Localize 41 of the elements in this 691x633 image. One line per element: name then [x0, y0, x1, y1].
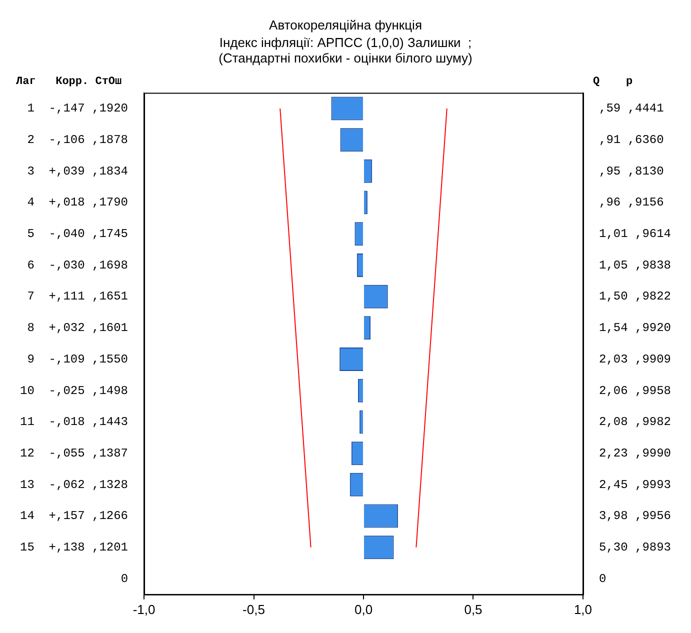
y-tick-label: 10 -,025 ,1498: [20, 384, 128, 398]
y2-tick-label: ,91 ,6360: [598, 132, 664, 147]
y2-tick-label: 1,01 ,9614: [598, 227, 672, 242]
x-tick-label: 0,5: [464, 602, 482, 617]
chart-title: Автокореляційна функція: [269, 17, 422, 32]
y2-tick-label: 2,03 ,9909: [598, 352, 672, 366]
y-tick-label: 11 -,018 ,1443: [20, 415, 128, 430]
text: Q p: [592, 76, 633, 88]
y2-tick-label: 1,50 ,9822: [598, 290, 672, 304]
y-tick-label: 9 -,109 ,1550: [27, 352, 128, 366]
y2-tick-label: ,95 ,8130: [598, 164, 664, 178]
y2-tick-label: 2,08 ,9982: [598, 415, 672, 430]
y2-tick-label: 2,06 ,9958: [598, 384, 672, 398]
y-tick-label: 7 +,111 ,1651: [27, 290, 128, 304]
y2-tick-label: 2,45 ,9993: [598, 478, 672, 492]
y-tick-label: 13 -,062 ,1328: [20, 478, 128, 492]
y2-tick-label: 2,23 ,9990: [598, 446, 672, 460]
y2-tick-label: 1,54 ,9920: [598, 321, 672, 336]
y2-tick-label: 1,05 ,9838: [598, 258, 672, 272]
y-tick-label: 8 +,032 ,1601: [27, 321, 128, 336]
y2-tick-label: ,59 ,4441: [598, 102, 664, 116]
y-tick-label: 2 -,106 ,1878: [27, 132, 128, 147]
x-tick-label: 0,0: [354, 602, 373, 617]
y2-tick-label: ,96 ,9156: [598, 196, 664, 210]
y2-tick-label: 5,30 ,9893: [598, 540, 672, 555]
text: Лаг Корр. СтОш: [16, 76, 122, 88]
y-tick-label: 6 -,030 ,1698: [27, 258, 128, 272]
x-tick-label: -0,5: [242, 602, 265, 617]
y-tick-label: 14 +,157 ,1266: [20, 509, 128, 524]
y-tick-label: 4 +,018 ,1790: [27, 196, 128, 210]
y-tick-label: 15 +,138 ,1201: [20, 540, 128, 555]
y2-tick-label: 3,98 ,9956: [598, 509, 672, 524]
y-tick-label: 0: [120, 572, 128, 586]
chart-subtitle: Індекс інфляції: АРПСС (1,0,0) Залишки ; (Стандартні похибки - оцінки білого шуму): [218, 34, 472, 66]
x-tick-label: -1,0: [132, 602, 156, 617]
y-tick-label: 12 -,055 ,1387: [20, 446, 128, 460]
y-tick-label: 1 -,147 ,1920: [27, 102, 128, 116]
x-tick-label: 1,0: [574, 602, 592, 617]
y2-tick-label: 0: [598, 572, 606, 586]
y-tick-label: 5 -,040 ,1745: [27, 227, 128, 242]
y-tick-label: 3 +,039 ,1834: [27, 164, 128, 178]
